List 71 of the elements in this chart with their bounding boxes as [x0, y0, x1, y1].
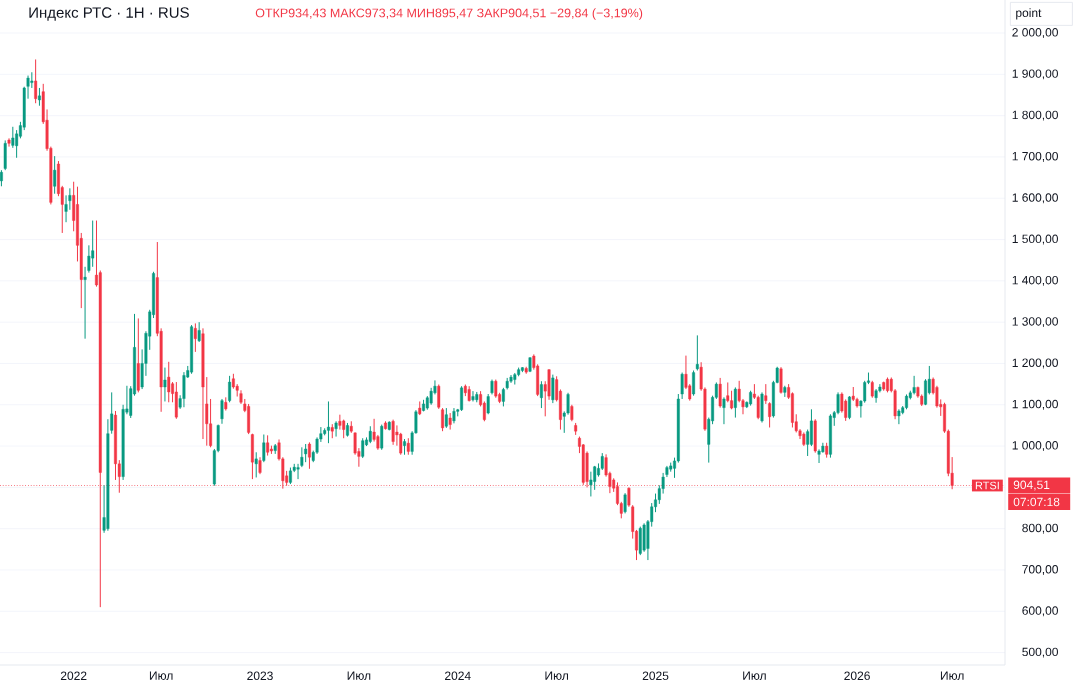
y-tick-label: 600,00 — [1022, 606, 1058, 617]
candlestick — [718, 377, 722, 409]
candlestick — [209, 398, 213, 448]
y-tick-label: 1 100,00 — [1012, 399, 1058, 410]
candlestick — [197, 321, 201, 343]
y-tick-label: 1 800,00 — [1012, 110, 1058, 121]
candlestick — [262, 434, 266, 463]
x-tick-label: 2024 — [445, 671, 471, 681]
x-tick-label: Июл — [743, 671, 766, 680]
candlestick — [391, 419, 395, 446]
y-tick-label: 2 000,00 — [1012, 28, 1058, 38]
candlestick — [912, 375, 916, 395]
candlestick — [327, 400, 330, 444]
y-tick-label: 1 000,00 — [1012, 441, 1058, 452]
candlestick — [551, 374, 555, 404]
x-tick-label: 2023 — [247, 671, 273, 681]
chart-title: Индекс РТС · 1Н · RUS — [29, 7, 189, 21]
candlestick — [817, 448, 821, 464]
candlestick — [308, 441, 311, 470]
candlestick — [539, 380, 543, 409]
candlestick — [11, 126, 15, 149]
x-tick-label: 2022 — [60, 671, 87, 681]
candlestick — [897, 408, 901, 425]
x-tick-label: Июл — [149, 671, 173, 680]
annotation: RTSI — [975, 481, 999, 490]
candlestick — [193, 322, 197, 353]
candlestick — [182, 371, 186, 408]
candlestick — [779, 366, 783, 395]
candlestick — [695, 334, 699, 371]
x-tick-label: 2026 — [844, 671, 870, 681]
y-tick-label: 1 500,00 — [1012, 234, 1058, 245]
x-tick-label: Июл — [347, 671, 371, 680]
candlestick — [167, 361, 171, 403]
candlestick — [444, 407, 448, 429]
candlestick — [254, 451, 258, 478]
ref-line-label: 904,51 — [1013, 480, 1050, 491]
candlestick — [380, 424, 384, 451]
candlestick — [722, 396, 726, 425]
y-tick-label: 1 400,00 — [1012, 275, 1058, 286]
candlestick — [471, 390, 475, 402]
y-tick-label: 1 300,00 — [1012, 317, 1058, 328]
candlestick — [623, 492, 627, 514]
y-tick-label: 500,00 — [1022, 647, 1058, 658]
y-axis-title: point — [1016, 8, 1042, 20]
y-tick-label: 700,00 — [1022, 565, 1058, 575]
candlestick — [437, 384, 441, 410]
candlestick — [692, 369, 695, 397]
y-tick-label: 1 900,00 — [1012, 69, 1058, 80]
candlestick — [768, 401, 772, 428]
x-tick-label: 2025 — [642, 671, 669, 681]
candlestick — [848, 395, 851, 420]
candlestick — [764, 383, 768, 405]
y-tick-label: 1 600,00 — [1012, 193, 1058, 204]
candlestick — [163, 367, 167, 402]
candlestick — [34, 58, 38, 104]
y-tick-label: 1 700,00 — [1012, 151, 1058, 162]
y-tick-label: 1 200,00 — [1012, 358, 1058, 369]
candlestick — [334, 420, 338, 438]
candlestick — [809, 408, 813, 447]
candlestick — [304, 443, 308, 463]
candlestick — [338, 414, 342, 431]
candlestick — [924, 378, 927, 406]
y-tick-label: 800,00 — [1022, 523, 1058, 534]
text: ОТКР934,43 МАКС973,34 МИН895,47 ЗАКР904,51 −29,84 (−3,19%) — [255, 8, 643, 20]
candlestick — [7, 137, 11, 148]
x-tick-label: Июл — [940, 671, 964, 680]
candlestick — [220, 398, 224, 425]
x-tick-label: Июл — [545, 671, 568, 680]
candlestick — [494, 379, 498, 399]
text: 07:07:18 — [1013, 497, 1060, 507]
candlestick — [441, 407, 445, 432]
